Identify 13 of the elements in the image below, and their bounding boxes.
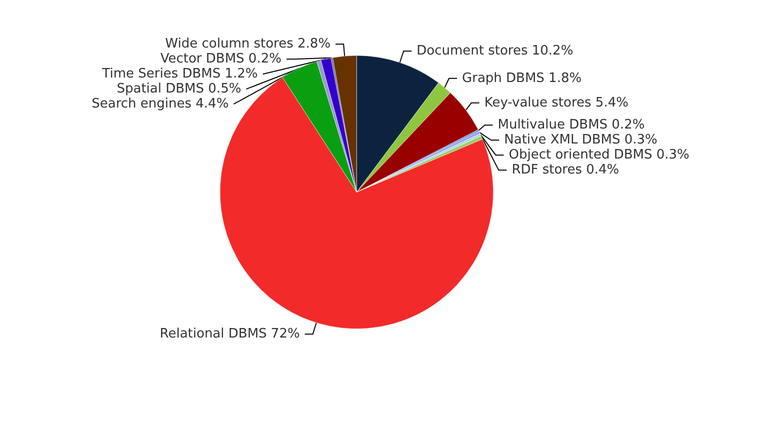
slice-label: Object oriented DBMS 0.3% (508, 148, 690, 163)
slice-label: Spatial DBMS 0.5% (116, 82, 242, 97)
slice-label: Native XML DBMS 0.3% (504, 132, 658, 148)
slice-label: Time Series DBMS 1.2% (101, 66, 258, 82)
slice-label: RDF stores 0.4% (512, 162, 620, 178)
slice-label: Relational DBMS 72% (160, 326, 300, 342)
slice-label: Document stores 10.2% (416, 44, 574, 59)
slice-label: Key-value stores 5.4% (484, 95, 628, 110)
slice-label: Graph DBMS 1.8% (462, 70, 582, 86)
slice-label: Search engines 4.4% (92, 96, 229, 112)
slice-label: Wide column stores 2.8% (165, 36, 331, 52)
slice-label: Multivalue DBMS 0.2% (498, 118, 645, 133)
slice-label: Vector DBMS 0.2% (160, 52, 282, 67)
